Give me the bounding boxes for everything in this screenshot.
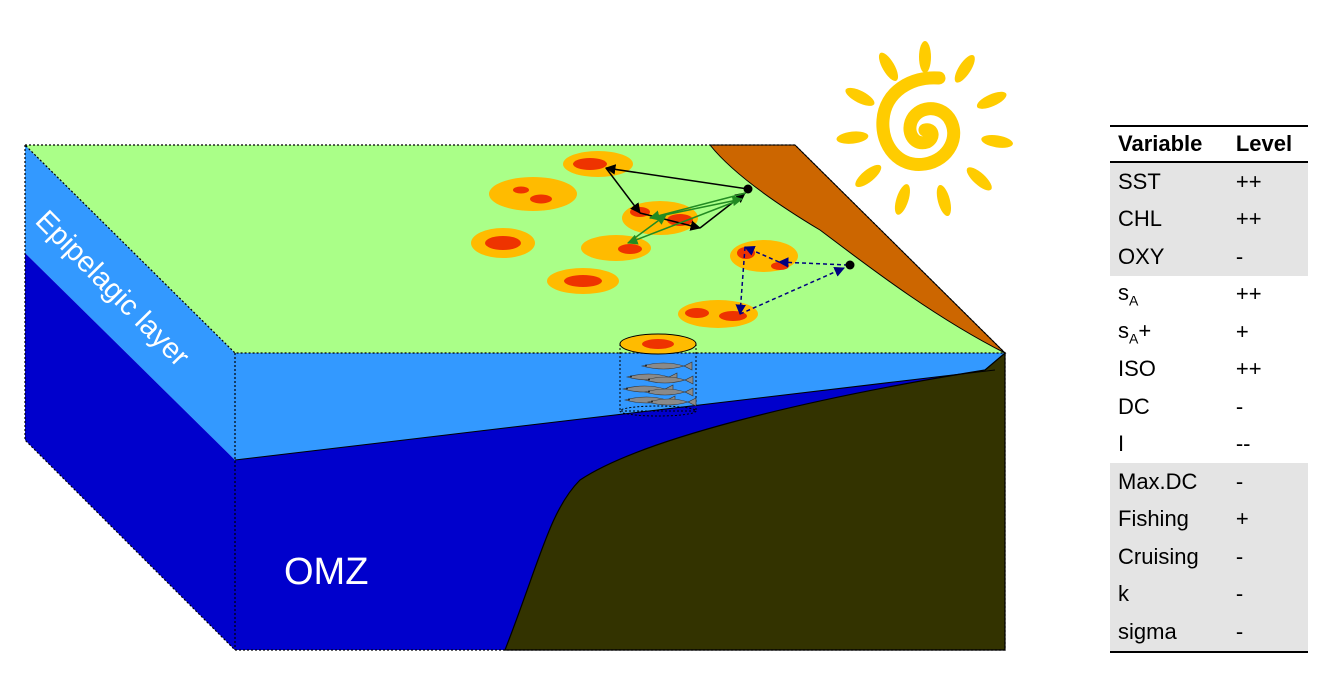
variable-cell: ISO bbox=[1110, 351, 1224, 389]
ocean-block-diagram: Epipelagic layer OMZ bbox=[23, 41, 1013, 651]
trajectory-green bbox=[627, 192, 747, 245]
table-row: OXY - bbox=[1110, 238, 1308, 276]
level-cell: - bbox=[1223, 538, 1308, 576]
level-cell: ++ bbox=[1223, 162, 1308, 201]
variable-cell: OXY bbox=[1110, 238, 1224, 276]
variable-suffix: + bbox=[1138, 317, 1152, 343]
table-row: CHL ++ bbox=[1110, 200, 1308, 238]
variable-name: CHL bbox=[1118, 206, 1163, 232]
variable-name: ISO bbox=[1118, 356, 1156, 382]
patch bbox=[622, 201, 698, 235]
sampling-cylinder bbox=[619, 333, 697, 417]
table-row: SST ++ bbox=[1110, 162, 1308, 201]
variable-name: k bbox=[1118, 581, 1129, 607]
seafloor-slope bbox=[504, 351, 1006, 651]
variable-cell: sA+ bbox=[1110, 313, 1224, 351]
variable-name: s bbox=[1118, 317, 1129, 343]
front-face-epipelagic bbox=[235, 353, 1005, 460]
left-face-epipelagic bbox=[25, 145, 235, 460]
variable-name: Cruising bbox=[1118, 543, 1199, 569]
variable-level-table: Variable Level SST ++ CHL ++ OXY - sA ++ sA+ + ISO… bbox=[1110, 125, 1308, 653]
sun-icon bbox=[836, 41, 1013, 217]
level-column-header: Level bbox=[1223, 125, 1308, 163]
variable-subscript: A bbox=[1129, 329, 1139, 346]
omz-label: OMZ bbox=[284, 551, 368, 593]
variable-cell: DC bbox=[1110, 388, 1224, 426]
patch bbox=[547, 268, 619, 294]
level-cell: ++ bbox=[1235, 356, 1262, 382]
level-cell: - bbox=[1223, 613, 1308, 653]
table-row: I -- bbox=[1110, 426, 1308, 464]
variable-cell: SST bbox=[1110, 162, 1224, 201]
level-cell: + bbox=[1235, 318, 1249, 344]
coast-land bbox=[708, 144, 1006, 354]
table-row: DC - bbox=[1110, 388, 1308, 426]
variable-name: OXY bbox=[1118, 243, 1165, 269]
table-row: sigma - bbox=[1110, 613, 1308, 653]
variable-name: sigma bbox=[1118, 618, 1177, 644]
variable-column-header: Variable bbox=[1110, 125, 1224, 163]
variable-cell: I bbox=[1110, 426, 1224, 464]
level-cell: - bbox=[1223, 575, 1308, 613]
variable-cell: sigma bbox=[1110, 613, 1224, 653]
patch bbox=[563, 151, 633, 177]
trajectory-blue bbox=[735, 246, 849, 316]
thermocline-boundary bbox=[234, 369, 996, 461]
variable-name: SST bbox=[1118, 168, 1161, 194]
table-row: sA ++ bbox=[1110, 276, 1308, 314]
table-row: k- bbox=[1110, 575, 1308, 613]
table-row: sA++ bbox=[1110, 313, 1308, 351]
table-row: Cruising - bbox=[1110, 538, 1308, 576]
level-cell: - bbox=[1223, 238, 1308, 276]
variable-name: s bbox=[1118, 280, 1129, 306]
level-cell: + bbox=[1223, 500, 1308, 538]
level-cell: ++ bbox=[1235, 281, 1262, 307]
trajectory-point-blue bbox=[845, 260, 855, 270]
trajectory-point-black bbox=[743, 184, 753, 194]
variable-cell: CHL bbox=[1110, 200, 1224, 238]
table-header-row: Variable Level bbox=[1110, 125, 1308, 163]
level-cell: - bbox=[1235, 393, 1244, 419]
left-face-omz bbox=[25, 253, 235, 650]
variable-cell: sA bbox=[1110, 276, 1224, 314]
variable-name: Fishing bbox=[1118, 506, 1189, 532]
variable-cell: k bbox=[1110, 575, 1224, 613]
table-row: Max.DC - bbox=[1110, 463, 1308, 501]
patch bbox=[471, 228, 535, 258]
variable-cell: Fishing bbox=[1110, 500, 1224, 538]
block-outline bbox=[23, 144, 1007, 651]
variable-cell: Cruising bbox=[1110, 538, 1224, 576]
table-row: ISO ++ bbox=[1110, 351, 1308, 389]
variable-subscript: A bbox=[1129, 292, 1139, 309]
table-row: Fishing + bbox=[1110, 500, 1308, 538]
level-cell: -- bbox=[1235, 431, 1251, 457]
variable-cell: Max.DC bbox=[1110, 463, 1224, 501]
level-cell: - bbox=[1223, 463, 1308, 501]
level-cell: ++ bbox=[1223, 200, 1308, 238]
variable-name: Max.DC bbox=[1118, 468, 1198, 494]
patch bbox=[489, 177, 577, 211]
variable-name: I bbox=[1118, 431, 1125, 457]
variable-name: DC bbox=[1118, 393, 1150, 419]
fish-school-icon bbox=[621, 361, 697, 407]
patch bbox=[678, 300, 758, 328]
